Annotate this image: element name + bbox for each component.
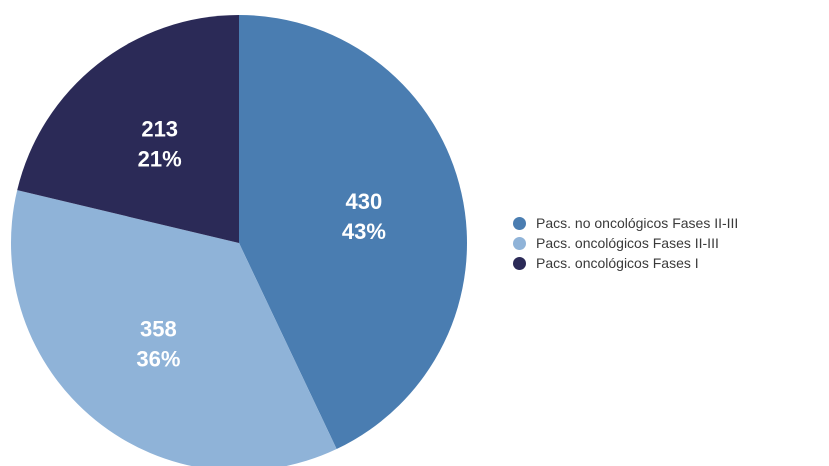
slice-percent-label: 21%	[138, 147, 182, 172]
slice-percent-label: 43%	[342, 219, 386, 244]
slice-value-label: 358	[140, 316, 177, 341]
slice-percent-label: 36%	[136, 346, 180, 371]
pie-slice-labels: 430 43% 358 36% 213 21%	[136, 117, 386, 372]
pie-slice	[11, 190, 337, 466]
legend-label: Pacs. no oncológicos Fases II-III	[536, 215, 739, 231]
legend-item-oncologicos-fases-i: Pacs. oncológicos Fases I	[513, 253, 738, 273]
slice-value-label: 213	[141, 117, 178, 142]
legend-swatch-icon	[513, 236, 526, 250]
legend-label: Pacs. oncológicos Fases II-III	[536, 235, 719, 251]
slice-value-label: 430	[346, 189, 383, 214]
legend: Pacs. no oncológicos Fases II-III Pacs. …	[513, 213, 738, 273]
legend-label: Pacs. oncológicos Fases I	[536, 255, 699, 271]
pie-slice	[17, 15, 240, 243]
legend-swatch-icon	[513, 256, 526, 270]
legend-item-oncologicos-fases-ii-iii: Pacs. oncológicos Fases II-III	[513, 233, 738, 253]
pie-slices	[11, 15, 468, 466]
legend-swatch-icon	[513, 216, 526, 230]
pie-slice	[239, 15, 468, 450]
legend-item-no-oncologicos-fases-ii-iii: Pacs. no oncológicos Fases II-III	[513, 213, 738, 233]
